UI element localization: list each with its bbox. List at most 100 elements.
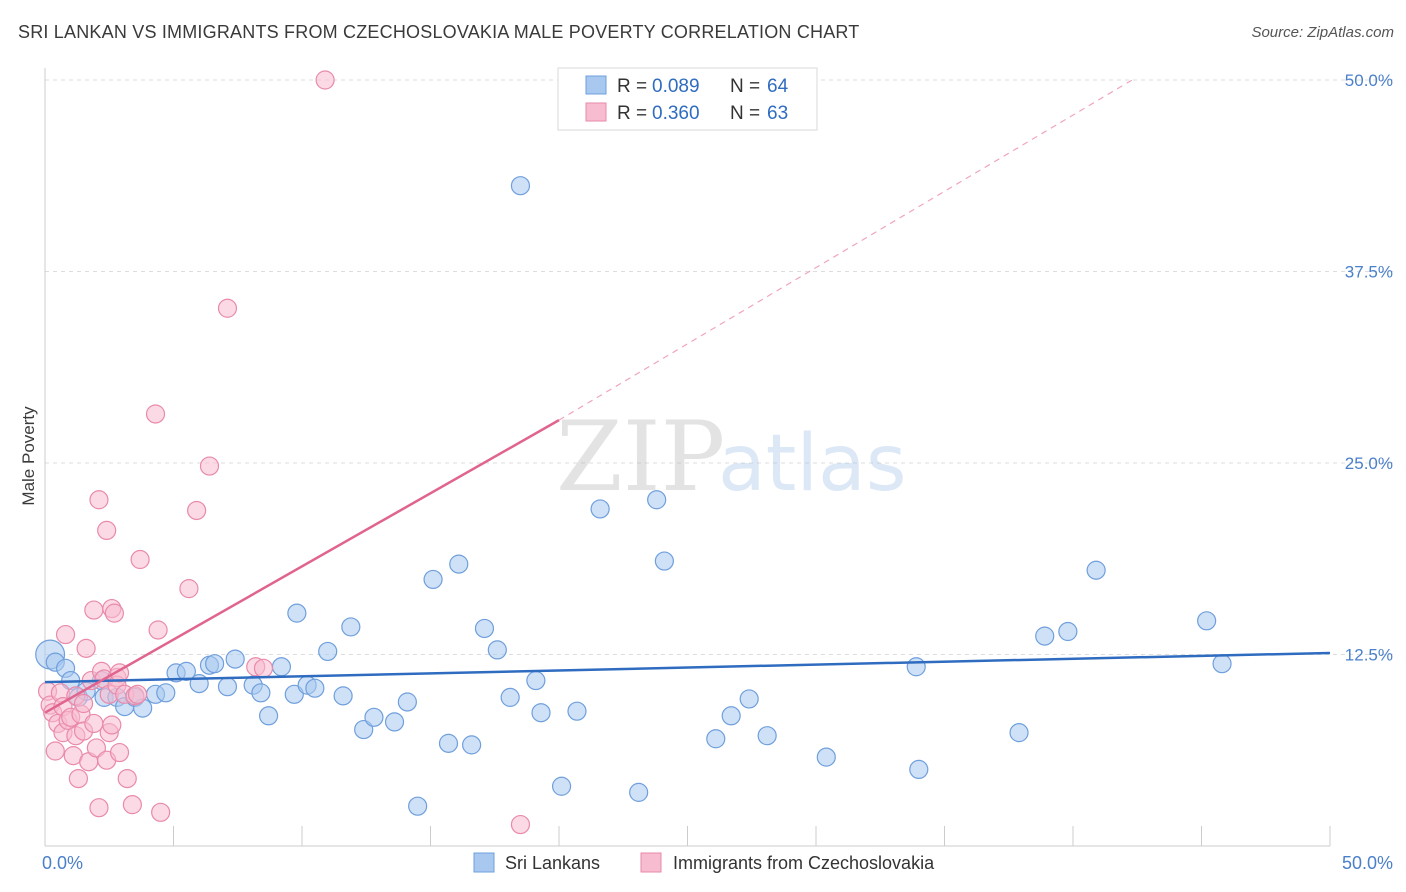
point-sri-lankans bbox=[629, 782, 649, 802]
point-sri-lankans bbox=[510, 176, 531, 196]
chart-title: SRI LANKAN VS IMMIGRANTS FROM CZECHOSLOV… bbox=[18, 22, 860, 42]
point-sri-lankans bbox=[408, 796, 428, 816]
point-sri-lankans bbox=[438, 733, 459, 753]
point-sri-lankans bbox=[757, 726, 777, 746]
y-axis-label: Male Poverty bbox=[19, 406, 38, 506]
point-sri-lankans bbox=[156, 683, 176, 703]
point-czechoslovakia bbox=[55, 624, 76, 645]
point-sri-lankans bbox=[287, 603, 307, 623]
point-czechoslovakia bbox=[109, 742, 130, 763]
trend-line-sri-lankans bbox=[44, 651, 1331, 684]
point-czechoslovakia bbox=[97, 520, 117, 541]
point-czechoslovakia bbox=[122, 795, 142, 815]
point-sri-lankans bbox=[487, 640, 507, 660]
legend-bottom-label-sri-lankans: Sri Lankans bbox=[505, 853, 600, 873]
point-sri-lankans bbox=[305, 678, 325, 698]
point-czechoslovakia bbox=[187, 500, 207, 521]
point-sri-lankans bbox=[205, 654, 225, 674]
point-sri-lankans bbox=[341, 617, 361, 637]
trend-line-czechoslovakia bbox=[44, 419, 560, 714]
point-czechoslovakia bbox=[148, 620, 168, 640]
point-sri-lankans bbox=[1197, 611, 1217, 631]
chart-source: Source: ZipAtlas.com bbox=[1251, 24, 1394, 41]
point-czechoslovakia bbox=[104, 603, 124, 623]
legend-r-label: R = bbox=[617, 103, 647, 124]
grid bbox=[45, 79, 1394, 655]
point-sri-lankans bbox=[251, 683, 271, 703]
point-sri-lankans bbox=[384, 712, 405, 732]
legend-n-value: 63 bbox=[767, 103, 788, 124]
point-czechoslovakia bbox=[89, 490, 109, 510]
point-sri-lankans bbox=[217, 677, 238, 697]
point-czechoslovakia bbox=[315, 70, 335, 90]
point-czechoslovakia bbox=[73, 693, 94, 714]
point-sri-lankans bbox=[318, 641, 338, 662]
point-sri-lankans bbox=[1212, 654, 1232, 674]
point-sri-lankans bbox=[590, 499, 610, 519]
legend-n-label: N = bbox=[730, 76, 760, 97]
point-czechoslovakia bbox=[253, 658, 274, 678]
legend-top: R = 0.089 N = 64 R = 0.360 N = 63 bbox=[557, 67, 818, 131]
tick-labels: 12.5% 25.0% 37.5% 50.0% 0.0% 50.0% bbox=[42, 71, 1393, 873]
legend-n-value: 64 bbox=[767, 76, 789, 97]
point-sri-lankans bbox=[647, 490, 667, 510]
point-sri-lankans bbox=[500, 687, 520, 707]
point-sri-lankans bbox=[1009, 723, 1029, 743]
watermark-atlas: atlas bbox=[718, 419, 907, 509]
legend-n-label: N = bbox=[730, 103, 760, 124]
legend-bottom-swatch-czechoslovakia bbox=[640, 852, 662, 873]
point-czechoslovakia bbox=[199, 456, 220, 476]
point-sri-lankans bbox=[333, 686, 353, 706]
point-sri-lankans bbox=[1035, 626, 1055, 646]
point-czechoslovakia bbox=[130, 549, 150, 570]
legend-bottom-swatch-sri-lankans bbox=[473, 852, 495, 873]
point-sri-lankans bbox=[906, 657, 926, 677]
point-sri-lankans bbox=[354, 719, 374, 740]
point-sri-lankans bbox=[397, 692, 417, 712]
point-sri-lankans bbox=[909, 759, 929, 780]
point-sri-lankans bbox=[654, 551, 674, 571]
point-sri-lankans bbox=[706, 729, 726, 749]
y-tick-label: 37.5% bbox=[1345, 263, 1393, 282]
watermark: ZIP atlas bbox=[556, 401, 907, 513]
point-czechoslovakia bbox=[76, 638, 96, 658]
legend-r-value: 0.089 bbox=[652, 76, 700, 97]
point-sri-lankans bbox=[423, 569, 443, 590]
watermark-zip: ZIP bbox=[556, 401, 725, 513]
x-tick-label: 0.0% bbox=[42, 853, 83, 873]
point-sri-lankans bbox=[462, 735, 482, 755]
point-czechoslovakia bbox=[510, 814, 531, 835]
point-czechoslovakia bbox=[102, 715, 122, 735]
legend-bottom: Sri Lankans Immigrants from Czechoslovak… bbox=[473, 852, 935, 873]
point-czechoslovakia bbox=[68, 768, 89, 789]
legend-bottom-label-czechoslovakia: Immigrants from Czechoslovakia bbox=[673, 853, 935, 873]
y-tick-label: 12.5% bbox=[1345, 646, 1393, 665]
legend-swatch-sri-lankans bbox=[585, 75, 607, 95]
point-sri-lankans bbox=[449, 554, 469, 574]
trend-extension-czechoslovakia bbox=[558, 79, 1133, 421]
legend-swatch-czechoslovakia bbox=[585, 102, 607, 122]
point-sri-lankans bbox=[567, 701, 587, 721]
point-czechoslovakia bbox=[84, 600, 104, 620]
legend-r-label: R = bbox=[617, 76, 647, 97]
point-sri-lankans bbox=[1058, 621, 1078, 642]
x-tick-label: 50.0% bbox=[1342, 853, 1393, 873]
point-czechoslovakia bbox=[86, 738, 107, 758]
point-sri-lankans bbox=[739, 689, 759, 709]
y-tick-label: 25.0% bbox=[1345, 454, 1393, 473]
point-sri-lankans bbox=[364, 707, 384, 727]
legend-r-value: 0.360 bbox=[652, 103, 700, 124]
point-czechoslovakia bbox=[151, 802, 171, 822]
point-czechoslovakia bbox=[117, 768, 137, 789]
point-sri-lankans bbox=[176, 661, 196, 681]
point-czechoslovakia bbox=[179, 579, 199, 599]
point-sri-lankans bbox=[531, 703, 551, 723]
point-sri-lankans bbox=[721, 706, 741, 726]
point-czechoslovakia bbox=[127, 684, 148, 704]
point-sri-lankans bbox=[1086, 560, 1106, 580]
point-sri-lankans bbox=[816, 747, 836, 767]
point-sri-lankans bbox=[526, 670, 546, 691]
point-sri-lankans bbox=[258, 706, 279, 726]
point-sri-lankans bbox=[225, 649, 245, 669]
point-czechoslovakia bbox=[217, 298, 238, 318]
